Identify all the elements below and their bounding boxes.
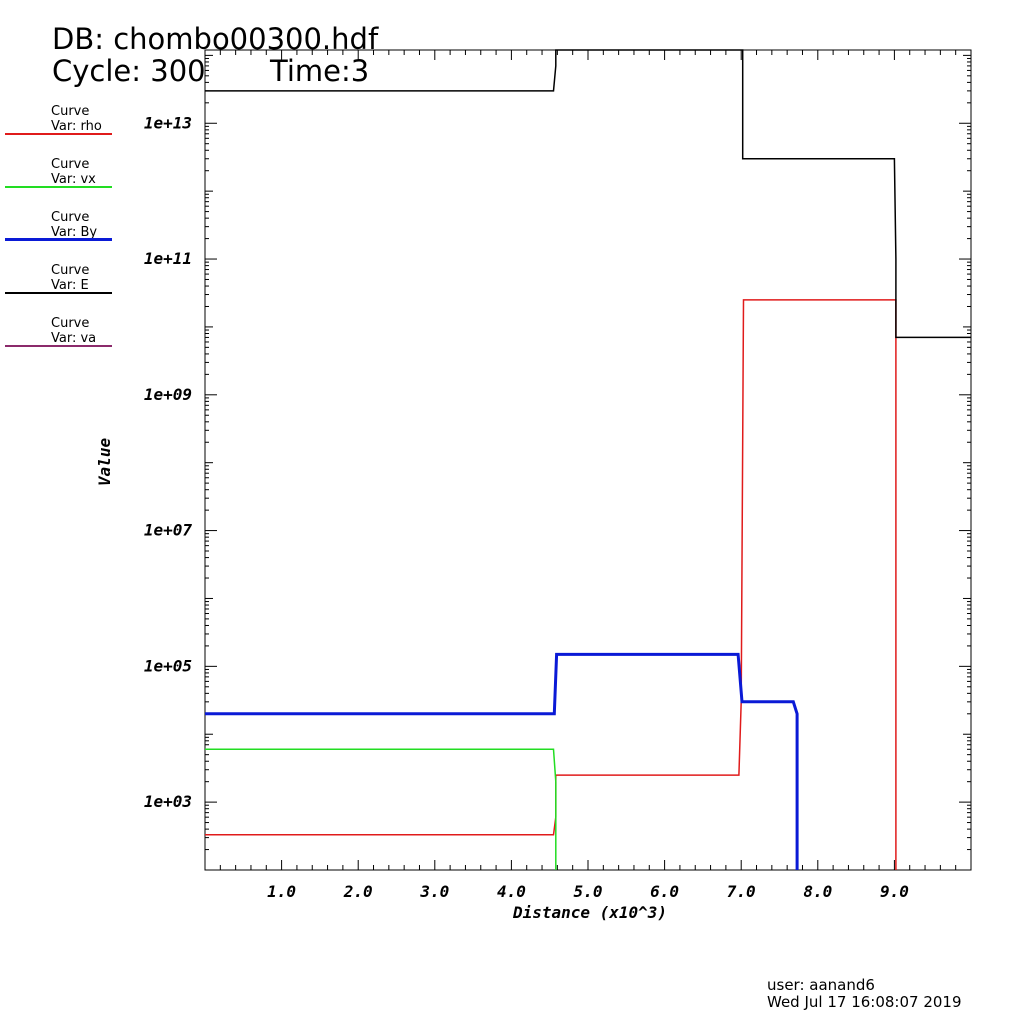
legend-vx-var: Var: vx <box>51 172 96 187</box>
db-title: DB: chombo00300.hdf <box>52 22 379 56</box>
y-tick-label: 1e+03 <box>144 792 192 811</box>
legend-rho-swatch <box>5 133 112 135</box>
legend-e-var: Var: E <box>51 278 89 293</box>
x-tick-label: 1.0 <box>267 882 296 901</box>
footer-date: Wed Jul 17 16:08:07 2019 <box>767 993 962 1011</box>
y-tick-label: 1e+05 <box>144 656 192 675</box>
time-label: Time:3 <box>270 54 370 88</box>
legend-e-swatch <box>5 292 112 294</box>
x-tick-label: 2.0 <box>343 882 373 901</box>
x-tick-label: 9.0 <box>880 882 909 901</box>
legend-rho-var: Var: rho <box>51 119 102 134</box>
legend-rho-kind: Curve <box>51 104 90 119</box>
cycle-label: Cycle: 300 <box>52 54 206 88</box>
x-axis: 1.0 2.0 3.0 4.0 5.0 6.0 7.0 8.0 9.0 <box>204 50 972 901</box>
x-tick-label: 6.0 <box>650 882 679 901</box>
x-tick-label: 4.0 <box>497 882 526 901</box>
y-axis: 1e+03 1e+05 1e+07 1e+09 1e+11 1e+13 <box>144 54 971 871</box>
plot-frame <box>204 49 972 871</box>
legend-by-swatch <box>5 238 112 241</box>
series-line-E <box>205 49 971 339</box>
legend-vx-swatch <box>5 186 112 188</box>
y-tick-label: 1e+13 <box>144 113 192 132</box>
x-tick-label: 3.0 <box>419 882 449 901</box>
series-line-rho <box>205 299 897 870</box>
legend-by-kind: Curve <box>51 210 90 225</box>
x-axis-label: Distance (x10^3) <box>512 903 667 922</box>
y-tick-label: 1e+09 <box>144 385 192 404</box>
legend-va-var: Var: va <box>51 331 97 346</box>
y-tick-label: 1e+07 <box>144 521 193 540</box>
legend-e-kind: Curve <box>51 263 90 278</box>
series-line-By <box>205 652 799 870</box>
x-tick-label: 5.0 <box>574 882 603 901</box>
legend-va-swatch <box>5 345 112 347</box>
y-tick-label: 1e+11 <box>144 249 192 268</box>
y-axis-label: Value <box>95 438 114 487</box>
series-group <box>205 49 971 870</box>
legend-va-kind: Curve <box>51 316 90 331</box>
series-line-vx <box>205 748 557 870</box>
footer-user: user: aanand6 <box>767 976 875 994</box>
x-tick-label: 8.0 <box>803 882 832 901</box>
legend-vx-kind: Curve <box>51 157 90 172</box>
legend-by-var: Var: By <box>51 225 98 240</box>
x-tick-label: 7.0 <box>727 882 756 901</box>
